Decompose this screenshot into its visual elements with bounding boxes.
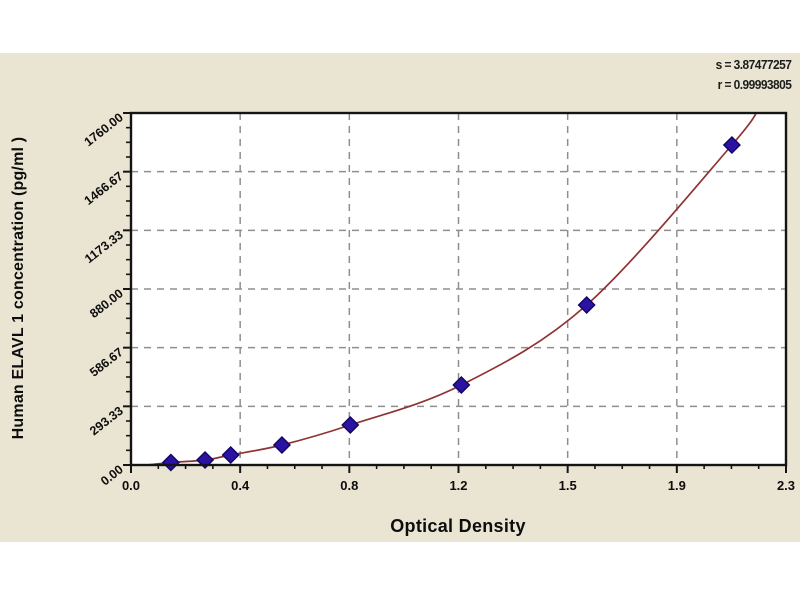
data-point-marker xyxy=(577,295,596,315)
fit-s-value: s = 3.87477257 xyxy=(715,57,791,72)
fit-r-value: r = 0.99993805 xyxy=(717,77,791,93)
x-tick-label: 1.2 xyxy=(449,478,467,493)
x-tick-label: 0.8 xyxy=(340,478,358,493)
data-point-marker xyxy=(161,453,180,472)
data-point-marker xyxy=(452,375,471,395)
x-tick-label: 0.4 xyxy=(231,478,250,493)
data-point-marker xyxy=(221,445,240,465)
x-tick-label: 0.0 xyxy=(122,478,140,493)
x-tick-label: 1.5 xyxy=(559,478,577,493)
data-point-marker xyxy=(272,435,291,455)
x-axis-title: Optical Density xyxy=(390,516,526,536)
x-tick-label: 2.3 xyxy=(777,478,795,493)
y-axis-title: Human ELAVL 1 concentration (pg/ml ) xyxy=(10,136,27,440)
x-tick-label: 1.9 xyxy=(668,478,686,493)
data-point-marker xyxy=(341,415,360,435)
data-point-marker xyxy=(722,135,741,155)
fit-statistics: s = 3.87477257 r = 0.99993805 xyxy=(715,55,791,95)
